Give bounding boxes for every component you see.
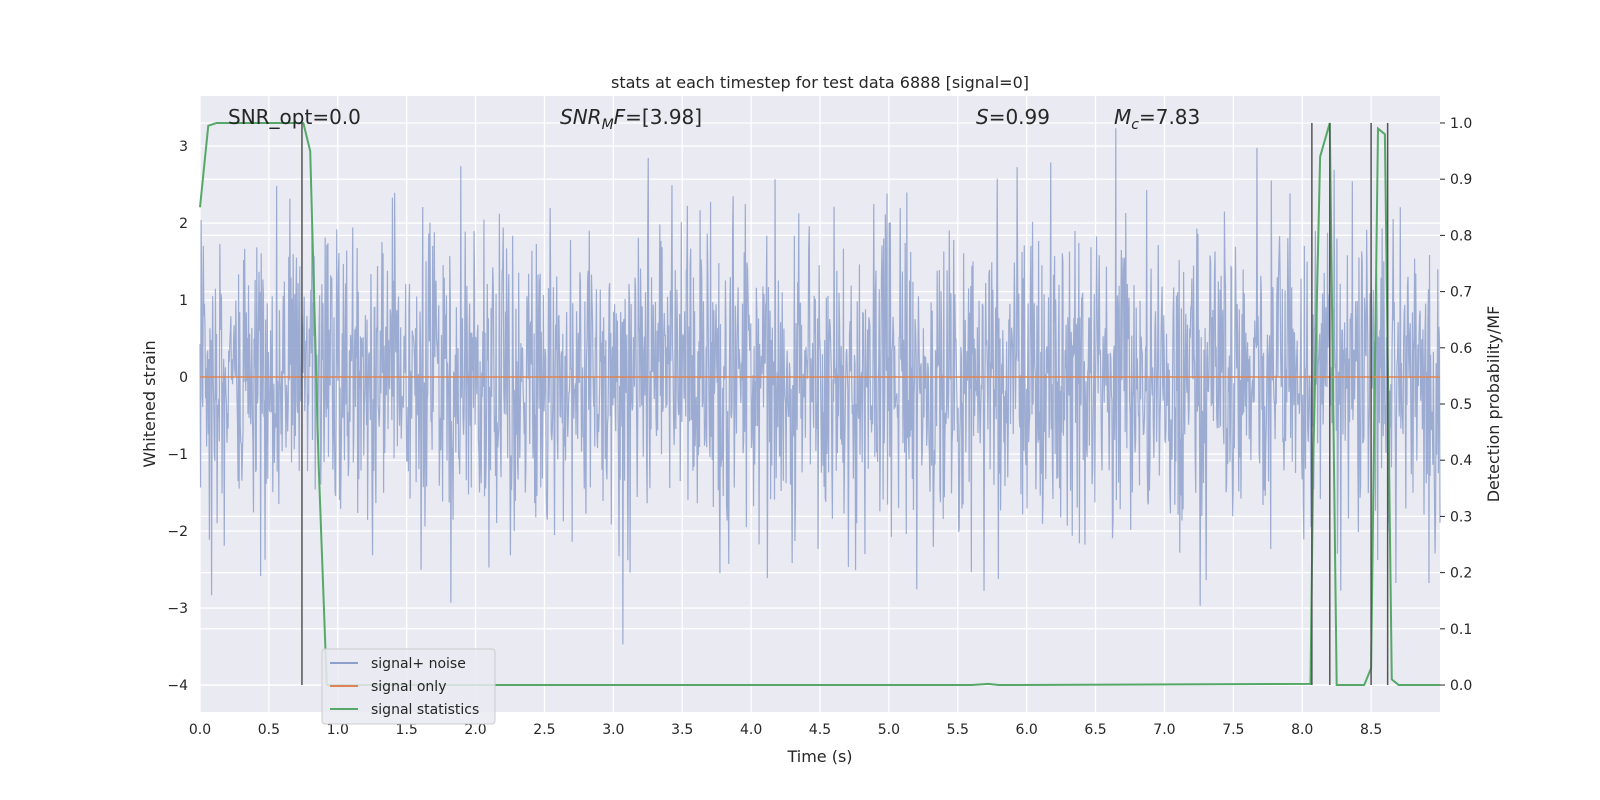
legend-label-signal: signal only bbox=[371, 679, 446, 695]
x-tick-label: 4.5 bbox=[809, 722, 831, 738]
chart-title: stats at each timestep for test data 688… bbox=[611, 73, 1029, 92]
x-tick-label: 0.0 bbox=[189, 722, 211, 738]
mc-sub: c bbox=[1131, 117, 1139, 133]
x-tick-label: 3.0 bbox=[602, 722, 624, 738]
legend-label-noise: signal+ noise bbox=[371, 656, 466, 672]
x-tick-label: 0.5 bbox=[258, 722, 280, 738]
x-tick-label: 1.5 bbox=[396, 722, 418, 738]
s-var: S bbox=[976, 105, 989, 129]
annotation-s: S=0.99 bbox=[976, 105, 1050, 129]
y-right-tick-label: 0.9 bbox=[1450, 172, 1472, 188]
mc-var: M bbox=[1114, 105, 1131, 129]
x-axis-title: Time (s) bbox=[786, 747, 852, 766]
x-tick-label: 6.5 bbox=[1084, 722, 1106, 738]
y-tick-label: 2 bbox=[179, 216, 188, 232]
x-tick-label: 6.0 bbox=[1016, 722, 1038, 738]
y-axis-left: 3 2 1 0 −1 −2 −3 −4 bbox=[167, 139, 188, 694]
y-axis-right-title: Detection probability/MF bbox=[1484, 306, 1503, 503]
legend: signal+ noise signal only signal statist… bbox=[321, 648, 496, 725]
x-tick-label: 5.5 bbox=[947, 722, 969, 738]
x-tick-label: 2.0 bbox=[464, 722, 486, 738]
y-right-tick-label: 0.4 bbox=[1450, 453, 1472, 469]
x-tick-label: 5.0 bbox=[878, 722, 900, 738]
x-tick-label: 7.0 bbox=[1153, 722, 1175, 738]
y-right-tick-label: 0.7 bbox=[1450, 285, 1472, 301]
annotation-mc: Mc=7.83 bbox=[1114, 105, 1200, 133]
x-tick-label: 8.5 bbox=[1360, 722, 1382, 738]
x-tick-label: 7.5 bbox=[1222, 722, 1244, 738]
y-tick-label: −2 bbox=[167, 524, 188, 540]
y-right-tick-label: 1.0 bbox=[1450, 116, 1472, 132]
x-axis: 0.0 0.5 1.0 1.5 2.0 2.5 3.0 3.5 4.0 4.5 5.0 5.5 6.0 6… bbox=[189, 722, 1382, 738]
y-right-tick-label: 0.0 bbox=[1450, 678, 1472, 694]
legend-label-stats: signal statistics bbox=[371, 702, 479, 718]
x-tick-label: 2.5 bbox=[533, 722, 555, 738]
y-tick-label: −1 bbox=[167, 447, 188, 463]
y-tick-label: 1 bbox=[179, 293, 188, 309]
snr-mf-var: SNR bbox=[560, 105, 602, 129]
y-right-tick-label: 0.8 bbox=[1450, 228, 1472, 244]
y-tick-label: 0 bbox=[179, 370, 188, 386]
y-right-tick-label: 0.2 bbox=[1450, 566, 1472, 582]
snr-mf-var2: F bbox=[614, 105, 626, 129]
x-tick-label: 8.0 bbox=[1291, 722, 1313, 738]
detection-markers bbox=[301, 122, 1389, 686]
y-right-tick-label: 0.3 bbox=[1450, 509, 1472, 525]
x-tick-label: 3.5 bbox=[671, 722, 693, 738]
annotation-snr-opt: SNR_opt=0.0 bbox=[228, 105, 361, 129]
y-right-tick-label: 0.1 bbox=[1450, 622, 1472, 638]
y-tick-label: −4 bbox=[167, 678, 188, 694]
legend-box bbox=[321, 648, 496, 725]
y-tick-label: 3 bbox=[179, 139, 188, 155]
snr-mf-sub: M bbox=[602, 117, 614, 133]
y-tick-label: −3 bbox=[167, 601, 188, 617]
signal-noise-series bbox=[199, 128, 1441, 645]
y-right-tick-label: 0.6 bbox=[1450, 341, 1472, 357]
x-tick-label: 1.0 bbox=[327, 722, 349, 738]
annotation-snr-mf: SNRMF=[3.98] bbox=[560, 105, 702, 133]
signal-noise-line bbox=[199, 128, 1441, 645]
y-right-tick-label: 0.5 bbox=[1450, 397, 1472, 413]
x-tick-label: 4.0 bbox=[740, 722, 762, 738]
y-axis-right: 1.0 0.9 0.8 0.7 0.6 0.5 0.4 0.3 0.2 0.1 0.0 bbox=[1440, 116, 1472, 694]
mc-value: =7.83 bbox=[1139, 105, 1200, 129]
y-axis-title: Whitened strain bbox=[140, 340, 159, 467]
s-value: =0.99 bbox=[989, 105, 1050, 129]
snr-mf-value: =[3.98] bbox=[625, 105, 702, 129]
